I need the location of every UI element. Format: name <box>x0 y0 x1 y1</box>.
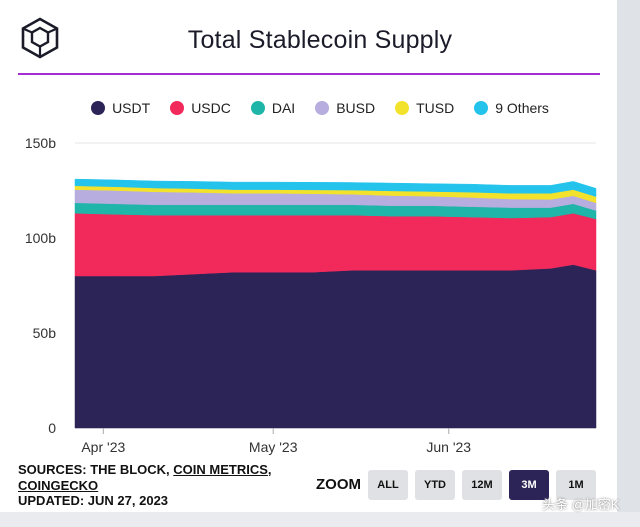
window-edge-right <box>617 0 640 527</box>
y-tick-label: 100b <box>25 230 56 246</box>
zoom-label: ZOOM <box>316 476 361 493</box>
legend-label: USDC <box>191 100 231 116</box>
sources-prefix: SOURCES: THE BLOCK, <box>18 462 174 477</box>
watermark: 头条 @加密K <box>542 497 620 512</box>
legend-swatch <box>474 101 489 115</box>
title-divider <box>18 73 600 75</box>
legend-swatch <box>91 101 106 115</box>
legend-label: DAI <box>271 100 296 116</box>
area-series-9-others <box>74 178 597 197</box>
x-tick-label: Jun '23 <box>426 439 471 455</box>
legend-label: 9 Others <box>495 100 549 116</box>
source-link-coingecko[interactable]: COINGECKO <box>18 477 99 493</box>
y-tick-label: 150b <box>25 135 56 151</box>
legend-item-busd[interactable]: BUSD <box>315 100 375 116</box>
y-tick-label: 0 <box>48 420 56 436</box>
chart-legend: USDT USDC DAI BUSD TUSD 9 Others <box>0 100 640 116</box>
updated-date: UPDATED: JUN 27, 2023 <box>18 493 169 508</box>
legend-item-dai[interactable]: DAI <box>250 100 296 116</box>
y-tick-label: 50b <box>33 325 57 341</box>
legend-label: TUSD <box>416 100 455 116</box>
legend-swatch <box>250 101 265 115</box>
legend-label: BUSD <box>336 100 376 116</box>
legend-swatch <box>170 101 185 115</box>
zoom-button-all[interactable]: ALL <box>368 470 408 500</box>
chart-title: Total Stablecoin Supply <box>187 26 453 54</box>
sources-separator: , <box>267 462 272 477</box>
legend-item-9-others[interactable]: 9 Others <box>474 100 549 116</box>
x-tick-label: May '23 <box>249 439 298 455</box>
legend-item-tusd[interactable]: TUSD <box>395 100 454 116</box>
legend-item-usdc[interactable]: USDC <box>170 100 231 116</box>
legend-label: USDT <box>112 100 151 116</box>
zoom-button-1m[interactable]: 1M <box>556 470 596 500</box>
source-link-coin-metrics[interactable]: COIN METRICS <box>173 462 268 477</box>
legend-swatch <box>395 101 410 115</box>
zoom-button-ytd[interactable]: YTD <box>415 470 455 500</box>
area-series-usdt <box>74 264 597 429</box>
x-tick-label: Apr '23 <box>81 439 125 455</box>
zoom-button-12m[interactable]: 12M <box>462 470 502 500</box>
area-series-usdc <box>74 213 597 277</box>
the-block-logo-icon <box>21 17 59 59</box>
sources-block: SOURCES: THE BLOCK, COIN METRICS, COINGE… <box>18 462 272 509</box>
window-edge-bottom <box>0 512 640 527</box>
zoom-button-3m[interactable]: 3M <box>509 470 549 500</box>
legend-swatch <box>315 101 330 115</box>
legend-item-usdt[interactable]: USDT <box>91 100 150 116</box>
